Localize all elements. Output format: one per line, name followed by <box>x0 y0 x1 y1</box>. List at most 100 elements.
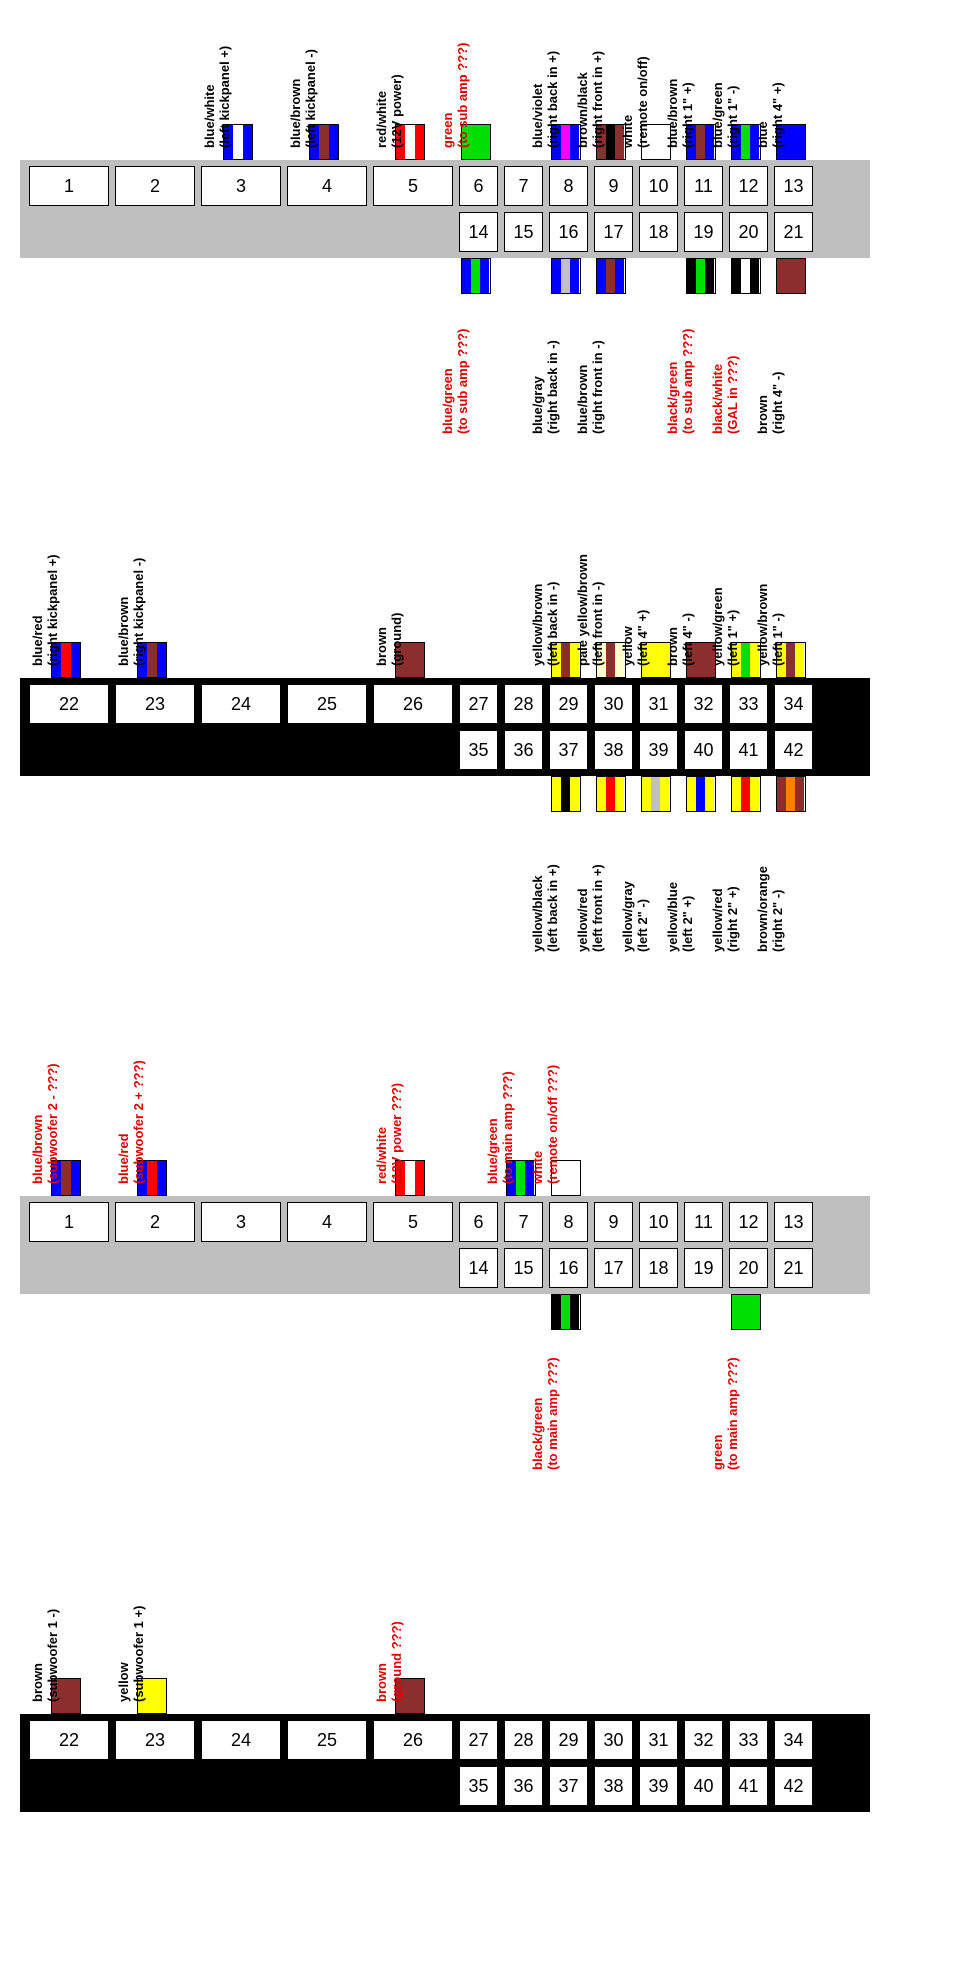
wire-stripe <box>777 777 786 811</box>
pin-row-bottom: 3536373839404142 <box>456 1766 816 1806</box>
wire-stripe <box>741 777 750 811</box>
wire-label-line2: (left 4" +) <box>635 610 650 666</box>
wire-label-line1: blue/brown <box>116 597 131 666</box>
wire-label: yellow/red(left front in +) <box>575 864 605 952</box>
pin: 3 <box>201 166 281 206</box>
wire-stripe <box>696 777 705 811</box>
wire-label: brown(right 4" -) <box>755 372 785 435</box>
pin-row-bottom: 1415161718192021 <box>456 212 816 252</box>
pin: 9 <box>594 1202 633 1242</box>
wire-stripe <box>233 125 242 159</box>
wire-stripe <box>777 259 805 293</box>
wire-label: red/white(12V power ???) <box>374 1083 404 1184</box>
wire-stripe <box>71 643 80 677</box>
wire-label: pale yellow/brown(left front in -) <box>575 554 605 666</box>
connector-section: sub amp connectors1234567891011121314151… <box>20 1056 953 1832</box>
wire-stripe <box>243 125 252 159</box>
wire-label: blue/white(left kickpanel +) <box>202 46 232 148</box>
wire-label-line1: blue/brown <box>665 79 680 148</box>
wire-stripe <box>606 259 615 293</box>
pin: 12 <box>729 166 768 206</box>
wire-label: black/green(to main amp ???) <box>530 1357 560 1470</box>
pin-row-bottom: 3536373839404142 <box>456 730 816 770</box>
pin: 28 <box>504 1720 543 1760</box>
pin: 39 <box>639 730 678 770</box>
wire-stripe <box>561 643 570 677</box>
pin: 36 <box>504 730 543 770</box>
wire-label-line2: (right 2" +) <box>725 886 740 952</box>
connector-body: 2223242526272829303132333435363738394041… <box>20 1714 870 1812</box>
wire-stripe <box>705 259 714 293</box>
wire-label-line1: blue/green <box>440 368 455 434</box>
pin: 5 <box>373 166 453 206</box>
wire-label: brown(ground ???) <box>374 1621 404 1702</box>
wire-label: blue/brown(right 1" +) <box>665 79 695 148</box>
wire-label: blue/brown(right kickpanel -) <box>116 558 146 666</box>
wire-stripe <box>687 259 696 293</box>
wire-stripe <box>795 777 804 811</box>
wire-label: blue/green(to sub amp ???) <box>440 329 470 434</box>
wire-label: yellow/green(left 1" +) <box>710 587 740 666</box>
wire-label-line1: brown <box>374 627 389 666</box>
wire-label-line2: (ground) <box>389 613 404 666</box>
wire-marker <box>596 776 626 812</box>
pin-row-top: 12345678910111213 <box>26 1202 816 1242</box>
wire-label: blue/green(right 1" -) <box>710 82 740 148</box>
wire-marker <box>551 258 581 294</box>
pin: 35 <box>459 730 498 770</box>
wire-stripe <box>61 1161 70 1195</box>
wire-stripe <box>741 643 750 677</box>
wire-label-line2: (right back in -) <box>545 340 560 434</box>
connector-section: main amp connectors123456789101112131415… <box>20 20 953 936</box>
wire-marker <box>731 776 761 812</box>
wire-stripe <box>552 1295 561 1329</box>
wire-label-line1: green <box>440 113 455 148</box>
pin: 25 <box>287 684 367 724</box>
wire-label: brown/black(right front in +) <box>575 51 605 148</box>
pin: 28 <box>504 684 543 724</box>
wire-marker <box>776 258 806 294</box>
pin: 22 <box>29 1720 109 1760</box>
pin: 15 <box>504 1248 543 1288</box>
pin: 2 <box>115 166 195 206</box>
connector-body: 22232425262728293031323334 35363738394041… <box>20 678 870 776</box>
pin: 40 <box>684 730 723 770</box>
wire-stripe <box>415 1161 424 1195</box>
wire-marker <box>461 258 491 294</box>
wire-stripe <box>597 259 606 293</box>
wire-label-line2: (12V power ???) <box>389 1083 404 1184</box>
wire-stripe <box>642 777 651 811</box>
pin: 17 <box>594 1248 633 1288</box>
pin: 10 <box>639 1202 678 1242</box>
pin: 17 <box>594 212 633 252</box>
pin: 14 <box>459 212 498 252</box>
wire-stripe <box>597 777 606 811</box>
pin-row-top: 22232425262728293031323334 <box>26 684 816 724</box>
wire-label-line2: (GAL in ???) <box>725 356 740 434</box>
wire-stripe <box>516 1161 525 1195</box>
wire-label: brown(subwoofer 1 -) <box>30 1609 60 1702</box>
wire-label: blue/green(to main amp ???) <box>485 1071 515 1184</box>
wire-label: yellow/brown(left 1" -) <box>755 584 785 666</box>
wire-stripe <box>741 125 750 159</box>
wire-label-line1: blue <box>755 121 770 148</box>
wire-label: yellow/red(right 2" +) <box>710 886 740 952</box>
wire-label-line1: red/white <box>374 1127 389 1184</box>
wire-label-line1: blue/brown <box>575 365 590 434</box>
wire-label: yellow/blue(left 2" +) <box>665 882 695 952</box>
pin: 38 <box>594 1766 633 1806</box>
wire-label-line1: pale yellow/brown <box>575 554 590 666</box>
wire-label-line1: yellow/red <box>710 888 725 952</box>
pin: 21 <box>774 1248 813 1288</box>
pin: 2 <box>115 1202 195 1242</box>
wire-marker <box>551 1294 581 1330</box>
wire-label: blue/brown(subwoofer 2 - ???) <box>30 1063 60 1184</box>
pin: 26 <box>373 1720 453 1760</box>
wire-stripe <box>732 259 741 293</box>
pin: 19 <box>684 212 723 252</box>
pin: 18 <box>639 1248 678 1288</box>
wire-label: white(remote on/off) <box>620 56 650 148</box>
wire-label-line1: blue/red <box>30 615 45 666</box>
wire-label: blue/brown(left kickpanel -) <box>288 49 318 148</box>
wire-label-line1: yellow/blue <box>665 882 680 952</box>
